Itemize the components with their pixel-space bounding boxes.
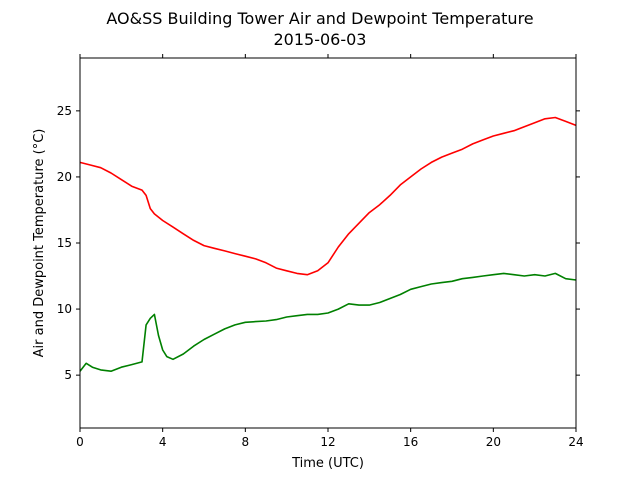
series-layer xyxy=(79,116,577,372)
x-tick-label: 24 xyxy=(568,435,583,449)
chart-subtitle: 2015-06-03 xyxy=(274,30,367,49)
x-tick-label: 8 xyxy=(242,435,250,449)
x-axis: 0 4 8 12 16 20 24 xyxy=(76,54,584,449)
y-tick-label: 10 xyxy=(57,302,72,316)
series-line-0 xyxy=(79,116,577,276)
chart-title: AO&SS Building Tower Air and Dewpoint Te… xyxy=(106,9,533,28)
y-tick-label: 25 xyxy=(57,104,72,118)
x-tick-label: 16 xyxy=(403,435,418,449)
y-tick-label: 5 xyxy=(64,368,72,382)
x-tick-label: 20 xyxy=(486,435,501,449)
x-tick-label: 4 xyxy=(159,435,167,449)
x-axis-label: Time (UTC) xyxy=(291,456,364,471)
y-axis: 5 10 15 20 25 xyxy=(57,104,580,382)
plot-frame xyxy=(79,57,577,429)
x-tick-label: 12 xyxy=(320,435,335,449)
y-tick-label: 20 xyxy=(57,170,72,184)
y-axis-label: Air and Dewpoint Temperature (°C) xyxy=(32,129,47,358)
y-tick-label: 15 xyxy=(57,236,72,250)
x-tick-label: 0 xyxy=(76,435,84,449)
series-line-1 xyxy=(79,272,577,372)
